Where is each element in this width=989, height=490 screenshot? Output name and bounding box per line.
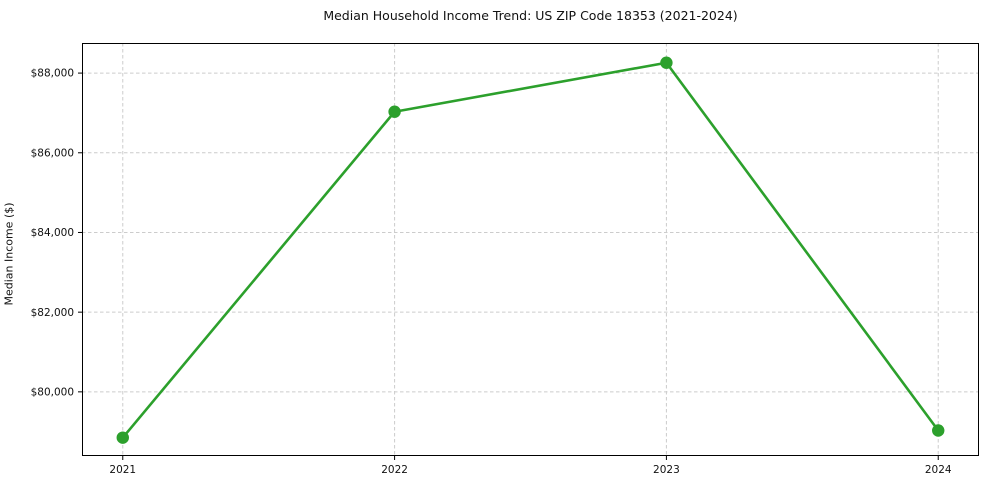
y-axis-label-text: Median Income ($) bbox=[2, 202, 16, 306]
y-tick-label: $84,000 bbox=[31, 227, 74, 239]
data-point bbox=[660, 56, 673, 69]
axes-border bbox=[82, 43, 979, 456]
y-tick-label: $86,000 bbox=[31, 147, 74, 159]
chart-title: Median Household Income Trend: US ZIP Co… bbox=[323, 8, 738, 23]
y-tick-label: $88,000 bbox=[31, 68, 74, 80]
line-chart-canvas: 2021 2022 2023 2024 $80,000 $82,000 $84,000 $86… bbox=[31, 43, 979, 476]
data-point bbox=[388, 105, 401, 118]
plot-area: 2021 2022 2023 2024 $80,000 $82,000 $84,000 $86… bbox=[31, 43, 979, 476]
x-tick-label: 2021 bbox=[109, 464, 136, 476]
y-tick-label: $80,000 bbox=[31, 386, 74, 398]
x-tick-label: 2023 bbox=[653, 464, 680, 476]
x-tick-label: 2022 bbox=[381, 464, 408, 476]
data-point bbox=[932, 424, 945, 437]
x-tick-label: 2024 bbox=[925, 464, 952, 476]
y-tick-label: $82,000 bbox=[31, 307, 74, 319]
data-line bbox=[121, 61, 940, 439]
data-point bbox=[116, 431, 129, 444]
